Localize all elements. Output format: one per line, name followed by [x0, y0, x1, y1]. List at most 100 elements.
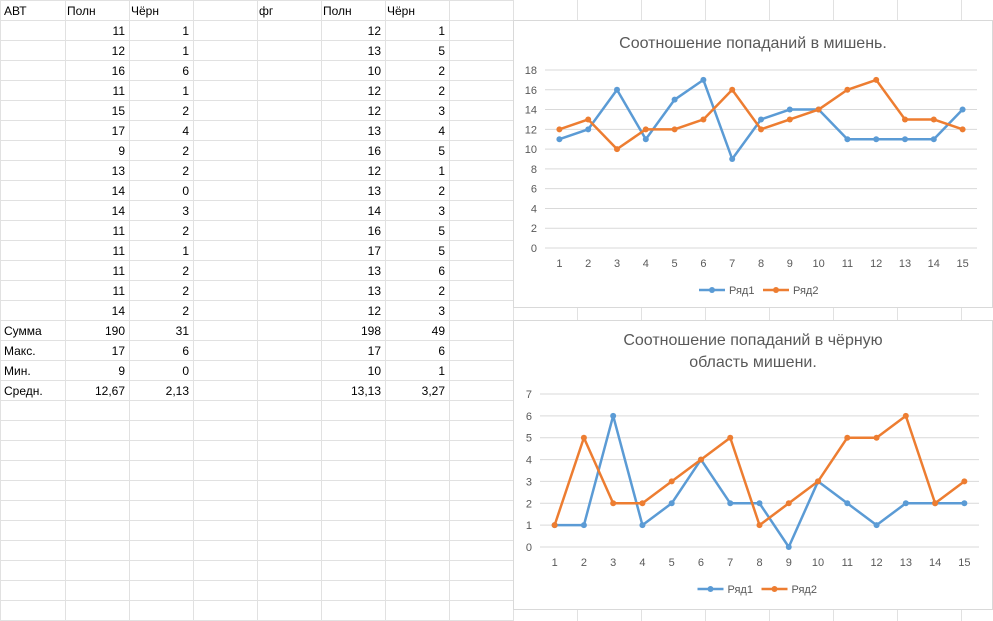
- table-cell[interactable]: 5: [438, 244, 445, 258]
- table-cell[interactable]: 2: [182, 264, 189, 278]
- table-cell[interactable]: Мин.: [4, 364, 31, 378]
- table-cell[interactable]: 13: [367, 44, 381, 58]
- table-cell[interactable]: 1: [182, 244, 189, 258]
- table-cell[interactable]: 11: [112, 224, 125, 238]
- table-cell[interactable]: Средн.: [4, 384, 43, 398]
- table-cell[interactable]: 2: [182, 144, 189, 158]
- table-cell[interactable]: 198: [360, 324, 381, 338]
- table-cell[interactable]: 17: [367, 344, 381, 358]
- table-cell[interactable]: АВТ: [4, 4, 27, 18]
- table-cell[interactable]: Чёрн: [387, 4, 415, 18]
- table-cell[interactable]: 11: [112, 244, 125, 258]
- table-cell[interactable]: 10: [367, 64, 381, 78]
- table-cell[interactable]: 2: [438, 184, 445, 198]
- table-cell[interactable]: 12: [367, 24, 381, 38]
- table-cell[interactable]: 11: [112, 264, 125, 278]
- table-cell[interactable]: 13: [111, 164, 125, 178]
- table-cell[interactable]: 6: [438, 264, 445, 278]
- table-cell[interactable]: 17: [111, 124, 125, 138]
- table-cell[interactable]: 190: [104, 324, 125, 338]
- table-cell[interactable]: 14: [111, 204, 125, 218]
- table-cell[interactable]: 2: [182, 304, 189, 318]
- table-cell[interactable]: 16: [367, 144, 381, 158]
- data-point: [959, 106, 966, 113]
- table-cell[interactable]: 12: [367, 84, 381, 98]
- table-cell[interactable]: 13: [367, 184, 381, 198]
- table-cell[interactable]: 11: [112, 24, 125, 38]
- table-cell[interactable]: 13,13: [350, 384, 381, 398]
- table-cell[interactable]: 1: [182, 84, 189, 98]
- data-point: [610, 500, 617, 507]
- table-cell[interactable]: 14: [111, 184, 125, 198]
- table-cell[interactable]: 9: [118, 364, 125, 378]
- table-cell[interactable]: Чёрн: [131, 4, 159, 18]
- table-cell[interactable]: 0: [182, 364, 189, 378]
- table-cell[interactable]: 11: [112, 84, 125, 98]
- table-cell[interactable]: 13: [367, 264, 381, 278]
- table-cell[interactable]: 1: [182, 44, 189, 58]
- table-cell[interactable]: 11: [112, 284, 125, 298]
- data-point: [551, 522, 558, 529]
- table-cell[interactable]: 3: [438, 204, 445, 218]
- table-cell[interactable]: 12: [367, 304, 381, 318]
- table-cell[interactable]: 16: [111, 64, 125, 78]
- table-cell[interactable]: Полн: [323, 4, 352, 18]
- table-cell[interactable]: 6: [182, 344, 189, 358]
- table-cell[interactable]: 14: [367, 204, 381, 218]
- table-cell[interactable]: 2: [438, 84, 445, 98]
- table-cell[interactable]: 49: [431, 324, 445, 338]
- table-cell[interactable]: 17: [367, 244, 381, 258]
- table-cell[interactable]: 12: [111, 44, 125, 58]
- table-cell[interactable]: 1: [438, 364, 445, 378]
- table-cell[interactable]: 14: [111, 304, 125, 318]
- table-cell[interactable]: 4: [438, 124, 445, 138]
- table-cell[interactable]: 10: [367, 364, 381, 378]
- chart-hits-target[interactable]: Соотношение попаданий в мишень. 0 2 4 6 8 10 1…: [513, 20, 993, 308]
- table-cell[interactable]: 2: [182, 104, 189, 118]
- table-cell[interactable]: 2: [438, 64, 445, 78]
- x-tick-label: 13: [900, 557, 912, 569]
- table-cell[interactable]: 6: [182, 64, 189, 78]
- table-cell[interactable]: 2: [438, 284, 445, 298]
- table-cell[interactable]: 13: [367, 124, 381, 138]
- table-cell[interactable]: Макс.: [4, 344, 36, 358]
- table-cell[interactable]: 17: [111, 344, 125, 358]
- table-cell[interactable]: 3: [182, 204, 189, 218]
- table-cell[interactable]: 3: [438, 304, 445, 318]
- data-point: [959, 126, 966, 133]
- table-cell[interactable]: 1: [438, 164, 445, 178]
- data-point: [697, 456, 704, 463]
- table-cell[interactable]: 12: [367, 164, 381, 178]
- data-point: [758, 116, 764, 123]
- x-tick-label: 1: [556, 258, 562, 270]
- table-cell[interactable]: 9: [118, 144, 125, 158]
- table-cell[interactable]: 2,13: [165, 384, 189, 398]
- table-cell[interactable]: 2: [182, 164, 189, 178]
- table-cell[interactable]: 16: [367, 224, 381, 238]
- table-cell[interactable]: 2: [182, 224, 189, 238]
- table-cell[interactable]: 31: [175, 324, 189, 338]
- table-cell[interactable]: 4: [182, 124, 189, 138]
- table-cell[interactable]: 15: [111, 104, 125, 118]
- table-cell[interactable]: 13: [367, 284, 381, 298]
- chart-hits-black-area[interactable]: Соотношение попаданий в чёрную область м…: [513, 320, 993, 610]
- table-cell[interactable]: 3,27: [421, 384, 445, 398]
- x-tick-label: 2: [585, 258, 591, 270]
- table-cell[interactable]: 12,67: [94, 384, 125, 398]
- table-cell[interactable]: 5: [438, 144, 445, 158]
- data-point: [873, 522, 880, 529]
- table-cell[interactable]: фг: [259, 4, 274, 18]
- table-cell[interactable]: 12: [367, 104, 381, 118]
- data-point: [932, 500, 939, 507]
- table-cell[interactable]: 1: [182, 24, 189, 38]
- table-cell[interactable]: 6: [438, 344, 445, 358]
- table-cell[interactable]: 0: [182, 184, 189, 198]
- table-cell[interactable]: 5: [438, 224, 445, 238]
- table-cell[interactable]: Полн: [67, 4, 96, 18]
- table-cell[interactable]: 5: [438, 44, 445, 58]
- table-cell[interactable]: 3: [438, 104, 445, 118]
- table-cell[interactable]: 2: [182, 284, 189, 298]
- table-cell[interactable]: 1: [438, 24, 445, 38]
- table-cell[interactable]: Сумма: [4, 324, 42, 338]
- legend-label: Ряд1: [728, 584, 753, 596]
